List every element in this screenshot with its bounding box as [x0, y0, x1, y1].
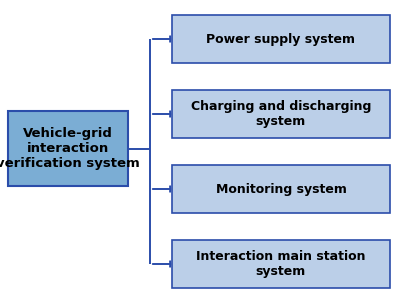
FancyBboxPatch shape — [172, 240, 390, 288]
Text: Charging and discharging
system: Charging and discharging system — [191, 100, 371, 128]
FancyBboxPatch shape — [172, 90, 390, 138]
FancyBboxPatch shape — [172, 165, 390, 213]
Text: Power supply system: Power supply system — [206, 32, 356, 46]
Text: Interaction main station
system: Interaction main station system — [196, 250, 366, 278]
Text: Vehicle-grid
interaction
verification system: Vehicle-grid interaction verification sy… — [0, 127, 140, 170]
Text: Monitoring system: Monitoring system — [216, 182, 346, 196]
FancyBboxPatch shape — [8, 111, 128, 186]
FancyBboxPatch shape — [172, 15, 390, 63]
